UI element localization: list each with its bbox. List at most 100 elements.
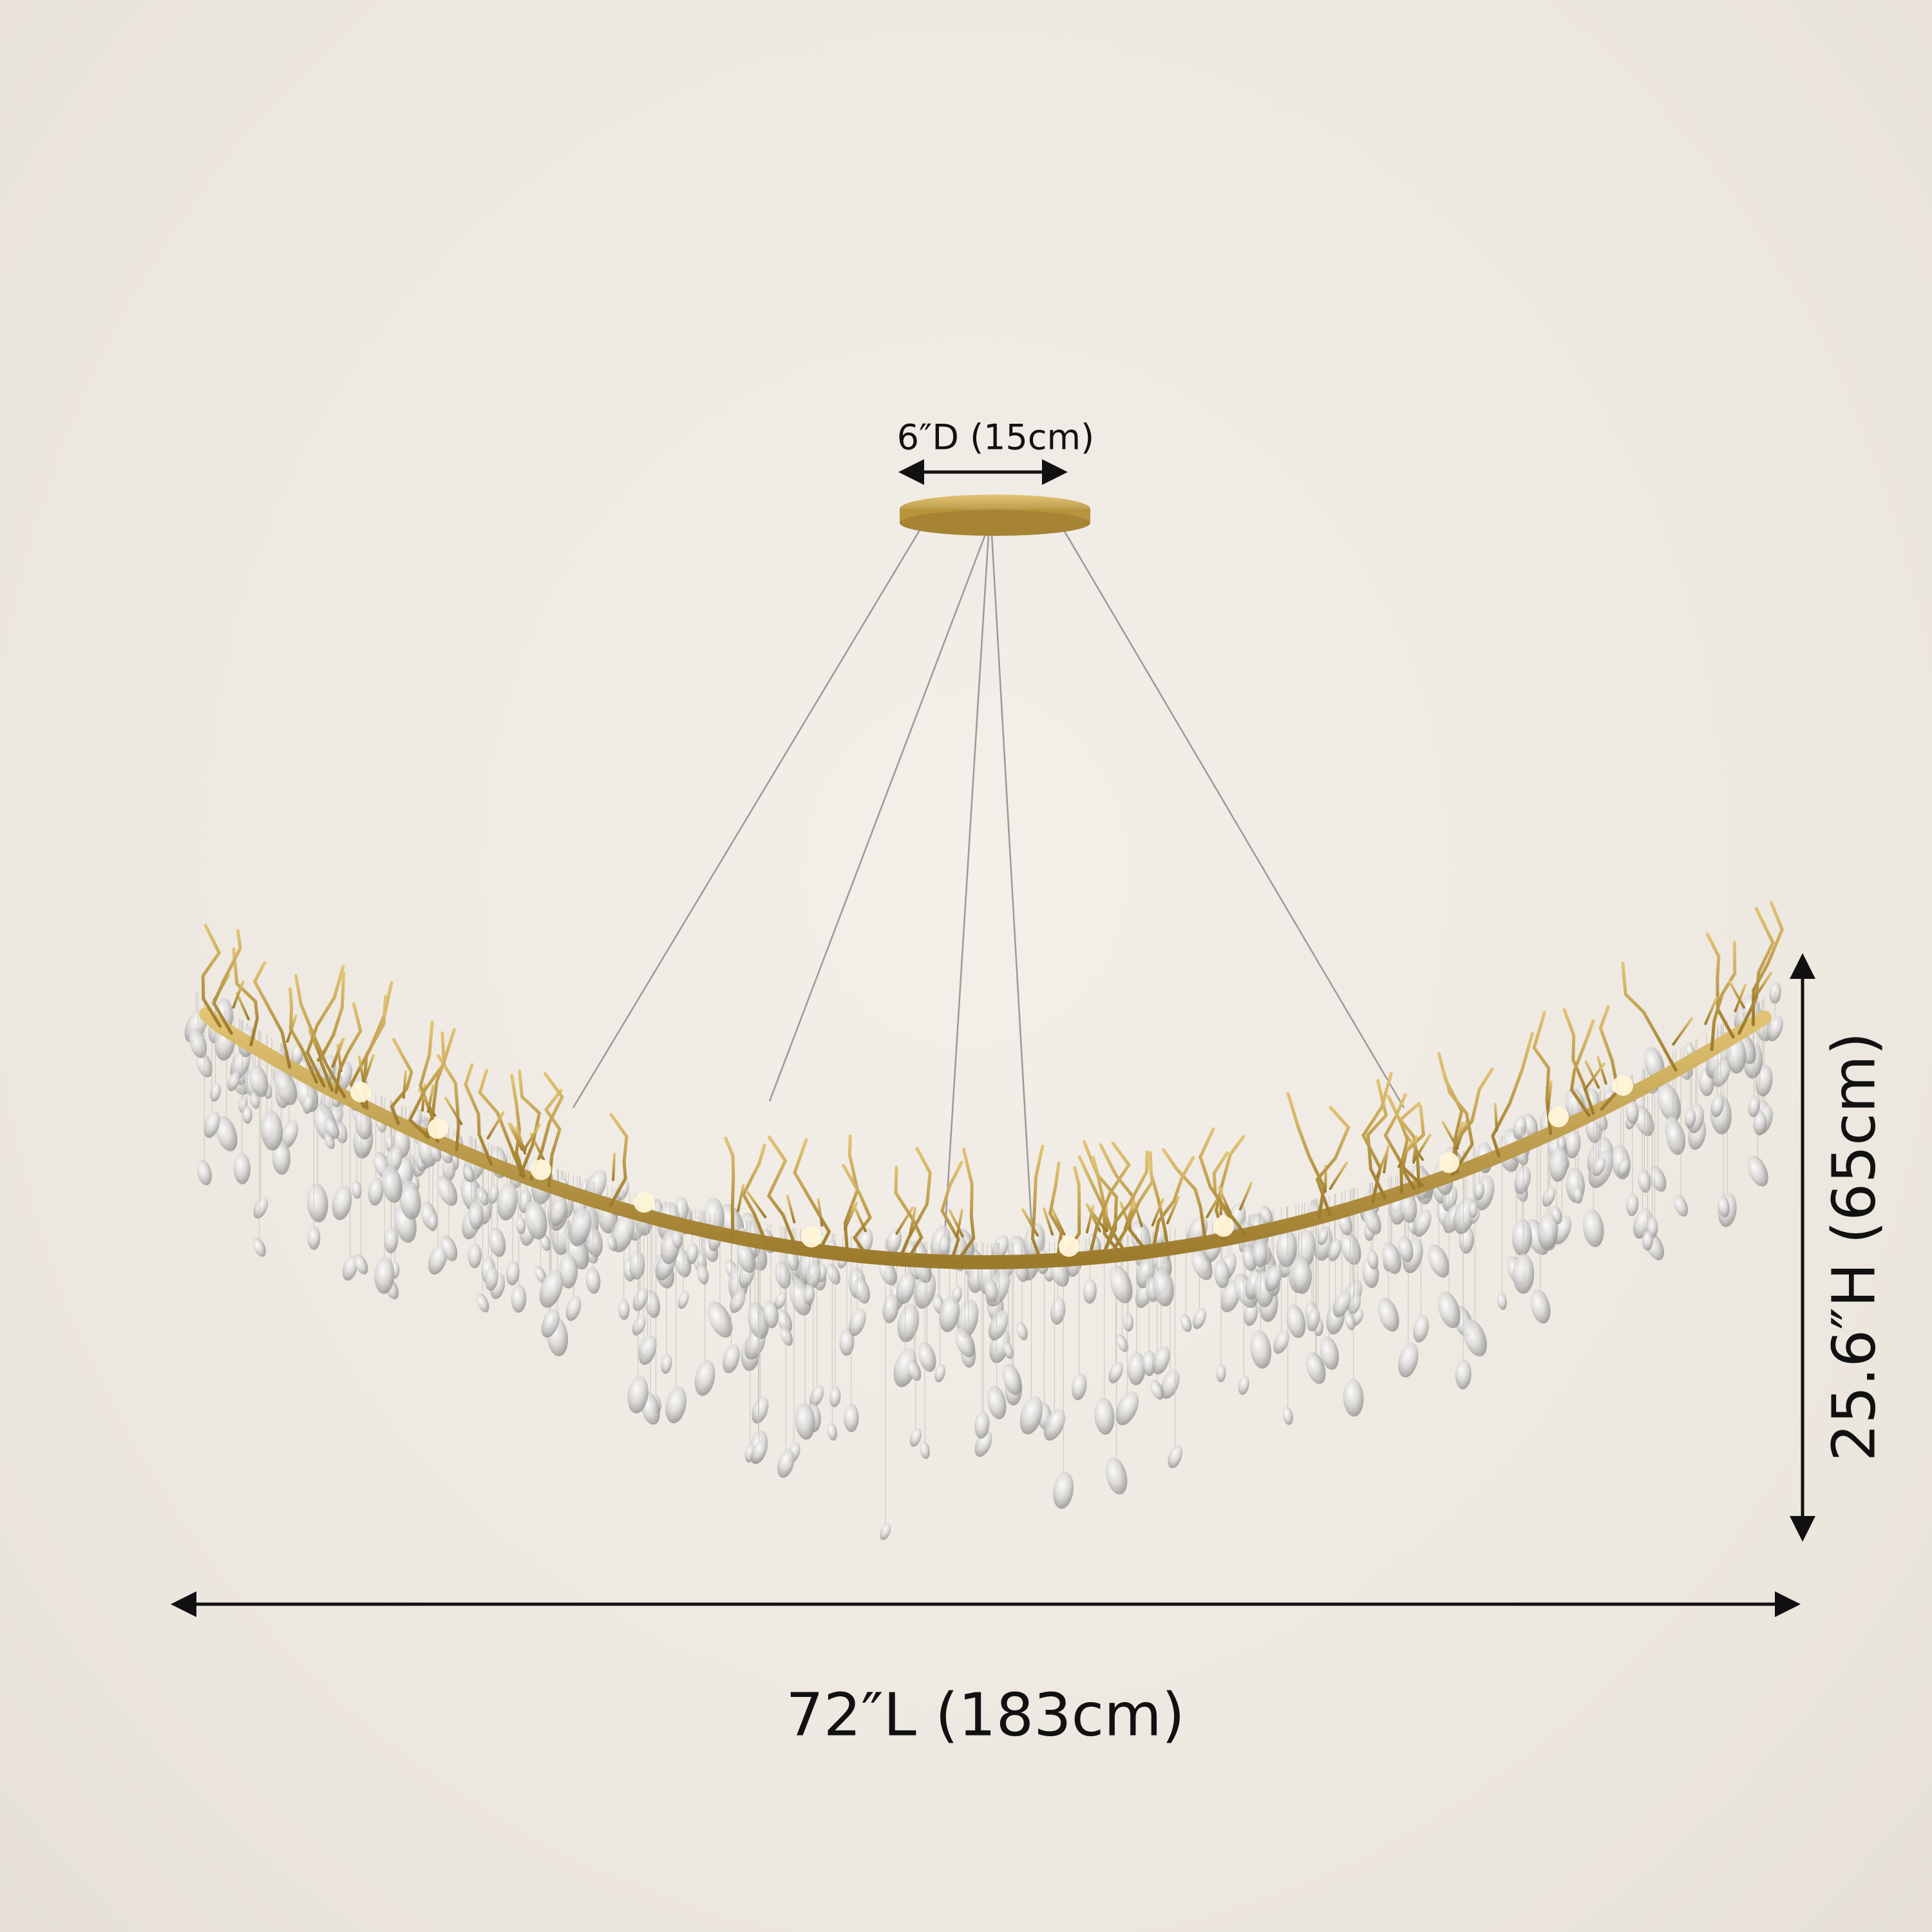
crystal bbox=[272, 1141, 291, 1175]
crystal bbox=[938, 1235, 951, 1256]
crystal bbox=[569, 1208, 592, 1247]
branch bbox=[201, 923, 222, 1028]
branch bbox=[1621, 961, 1678, 1072]
crystal bbox=[1617, 1158, 1630, 1177]
crystal bbox=[686, 1242, 698, 1264]
crystal bbox=[381, 1166, 402, 1203]
branch bbox=[478, 1068, 525, 1178]
crystal bbox=[485, 1267, 498, 1291]
crystal bbox=[1273, 1330, 1289, 1354]
crystal bbox=[1674, 1195, 1689, 1217]
branch bbox=[252, 961, 292, 1069]
crystal bbox=[399, 1180, 421, 1220]
crystal bbox=[1142, 1350, 1157, 1376]
branch bbox=[1705, 933, 1735, 1039]
crystal bbox=[1592, 1157, 1606, 1177]
crystal bbox=[934, 1363, 945, 1383]
crystal bbox=[1180, 1314, 1192, 1332]
crystal bbox=[525, 1200, 547, 1240]
crystal bbox=[215, 1115, 238, 1151]
branch bbox=[212, 929, 242, 1035]
branch bbox=[741, 1143, 768, 1245]
crystal bbox=[985, 1278, 998, 1303]
bulb bbox=[1213, 1216, 1234, 1237]
crystal bbox=[939, 1295, 960, 1332]
crystal bbox=[352, 1180, 362, 1199]
crystal bbox=[1345, 1312, 1356, 1331]
crystal bbox=[1633, 1105, 1654, 1137]
crystal bbox=[489, 1227, 506, 1257]
crystal bbox=[632, 1315, 647, 1336]
branch bbox=[1361, 1072, 1393, 1204]
crystal bbox=[1265, 1264, 1282, 1292]
branch bbox=[766, 1135, 798, 1250]
bulb bbox=[1059, 1236, 1079, 1257]
branch bbox=[1398, 1101, 1421, 1188]
crystal bbox=[233, 1153, 251, 1184]
crystal bbox=[826, 1264, 840, 1285]
branch bbox=[294, 974, 346, 1099]
crystal bbox=[909, 1428, 922, 1447]
crystal bbox=[844, 1404, 859, 1432]
branch bbox=[544, 1088, 563, 1188]
crystal bbox=[250, 1091, 260, 1109]
crystal bbox=[384, 1227, 399, 1254]
crystal bbox=[1399, 1191, 1417, 1224]
bulb bbox=[1613, 1075, 1633, 1096]
crystal bbox=[1127, 1352, 1146, 1386]
crystal bbox=[1043, 1408, 1066, 1441]
crystal bbox=[1260, 1205, 1273, 1225]
crystal bbox=[1282, 1406, 1293, 1425]
ceiling-canopy bbox=[900, 495, 1090, 536]
crystal bbox=[1665, 1120, 1686, 1155]
crystal bbox=[804, 1285, 815, 1305]
crystal bbox=[506, 1260, 520, 1286]
bulb bbox=[350, 1081, 371, 1103]
crystal bbox=[468, 1243, 482, 1269]
crystal bbox=[242, 1106, 252, 1124]
crystal bbox=[307, 1226, 321, 1250]
crystal bbox=[632, 1287, 649, 1311]
crystal bbox=[644, 1290, 661, 1318]
crystal bbox=[541, 1309, 560, 1338]
crystal bbox=[774, 1291, 787, 1310]
crystal bbox=[1463, 1319, 1487, 1357]
crystal bbox=[1150, 1380, 1164, 1400]
crystal bbox=[1192, 1307, 1207, 1329]
crystal bbox=[1766, 1015, 1783, 1041]
branch bbox=[955, 1148, 976, 1264]
branch bbox=[842, 1164, 873, 1258]
crystal bbox=[1168, 1445, 1183, 1468]
crystal bbox=[1083, 1278, 1097, 1304]
crystal bbox=[1710, 1094, 1724, 1117]
crystal bbox=[1306, 1307, 1320, 1332]
branch bbox=[1738, 907, 1775, 1035]
crystal bbox=[279, 1120, 299, 1149]
crystal bbox=[1116, 1334, 1129, 1352]
crystal bbox=[1318, 1228, 1329, 1245]
branch bbox=[793, 1138, 831, 1253]
crystal bbox=[325, 1117, 340, 1139]
crystal bbox=[1071, 1372, 1087, 1401]
crystal bbox=[1276, 1229, 1297, 1267]
branch bbox=[1101, 1150, 1149, 1258]
crystal bbox=[210, 1083, 221, 1102]
crystal bbox=[558, 1253, 578, 1289]
crystal bbox=[1244, 1301, 1258, 1326]
crystal bbox=[539, 1269, 564, 1308]
branch bbox=[609, 1113, 629, 1208]
crystal bbox=[488, 1184, 499, 1204]
branch bbox=[1562, 1008, 1595, 1115]
branch bbox=[1151, 1156, 1195, 1253]
crystal bbox=[991, 1235, 1009, 1261]
crystal bbox=[1649, 1166, 1667, 1192]
bulb bbox=[531, 1159, 551, 1180]
crystal bbox=[882, 1293, 899, 1323]
crystal bbox=[697, 1252, 706, 1269]
crystal bbox=[1564, 1129, 1581, 1159]
branch bbox=[1491, 1032, 1534, 1158]
bulb bbox=[801, 1227, 822, 1248]
crystal bbox=[249, 1065, 269, 1097]
crystal bbox=[611, 1214, 635, 1253]
crystal bbox=[1530, 1289, 1551, 1324]
